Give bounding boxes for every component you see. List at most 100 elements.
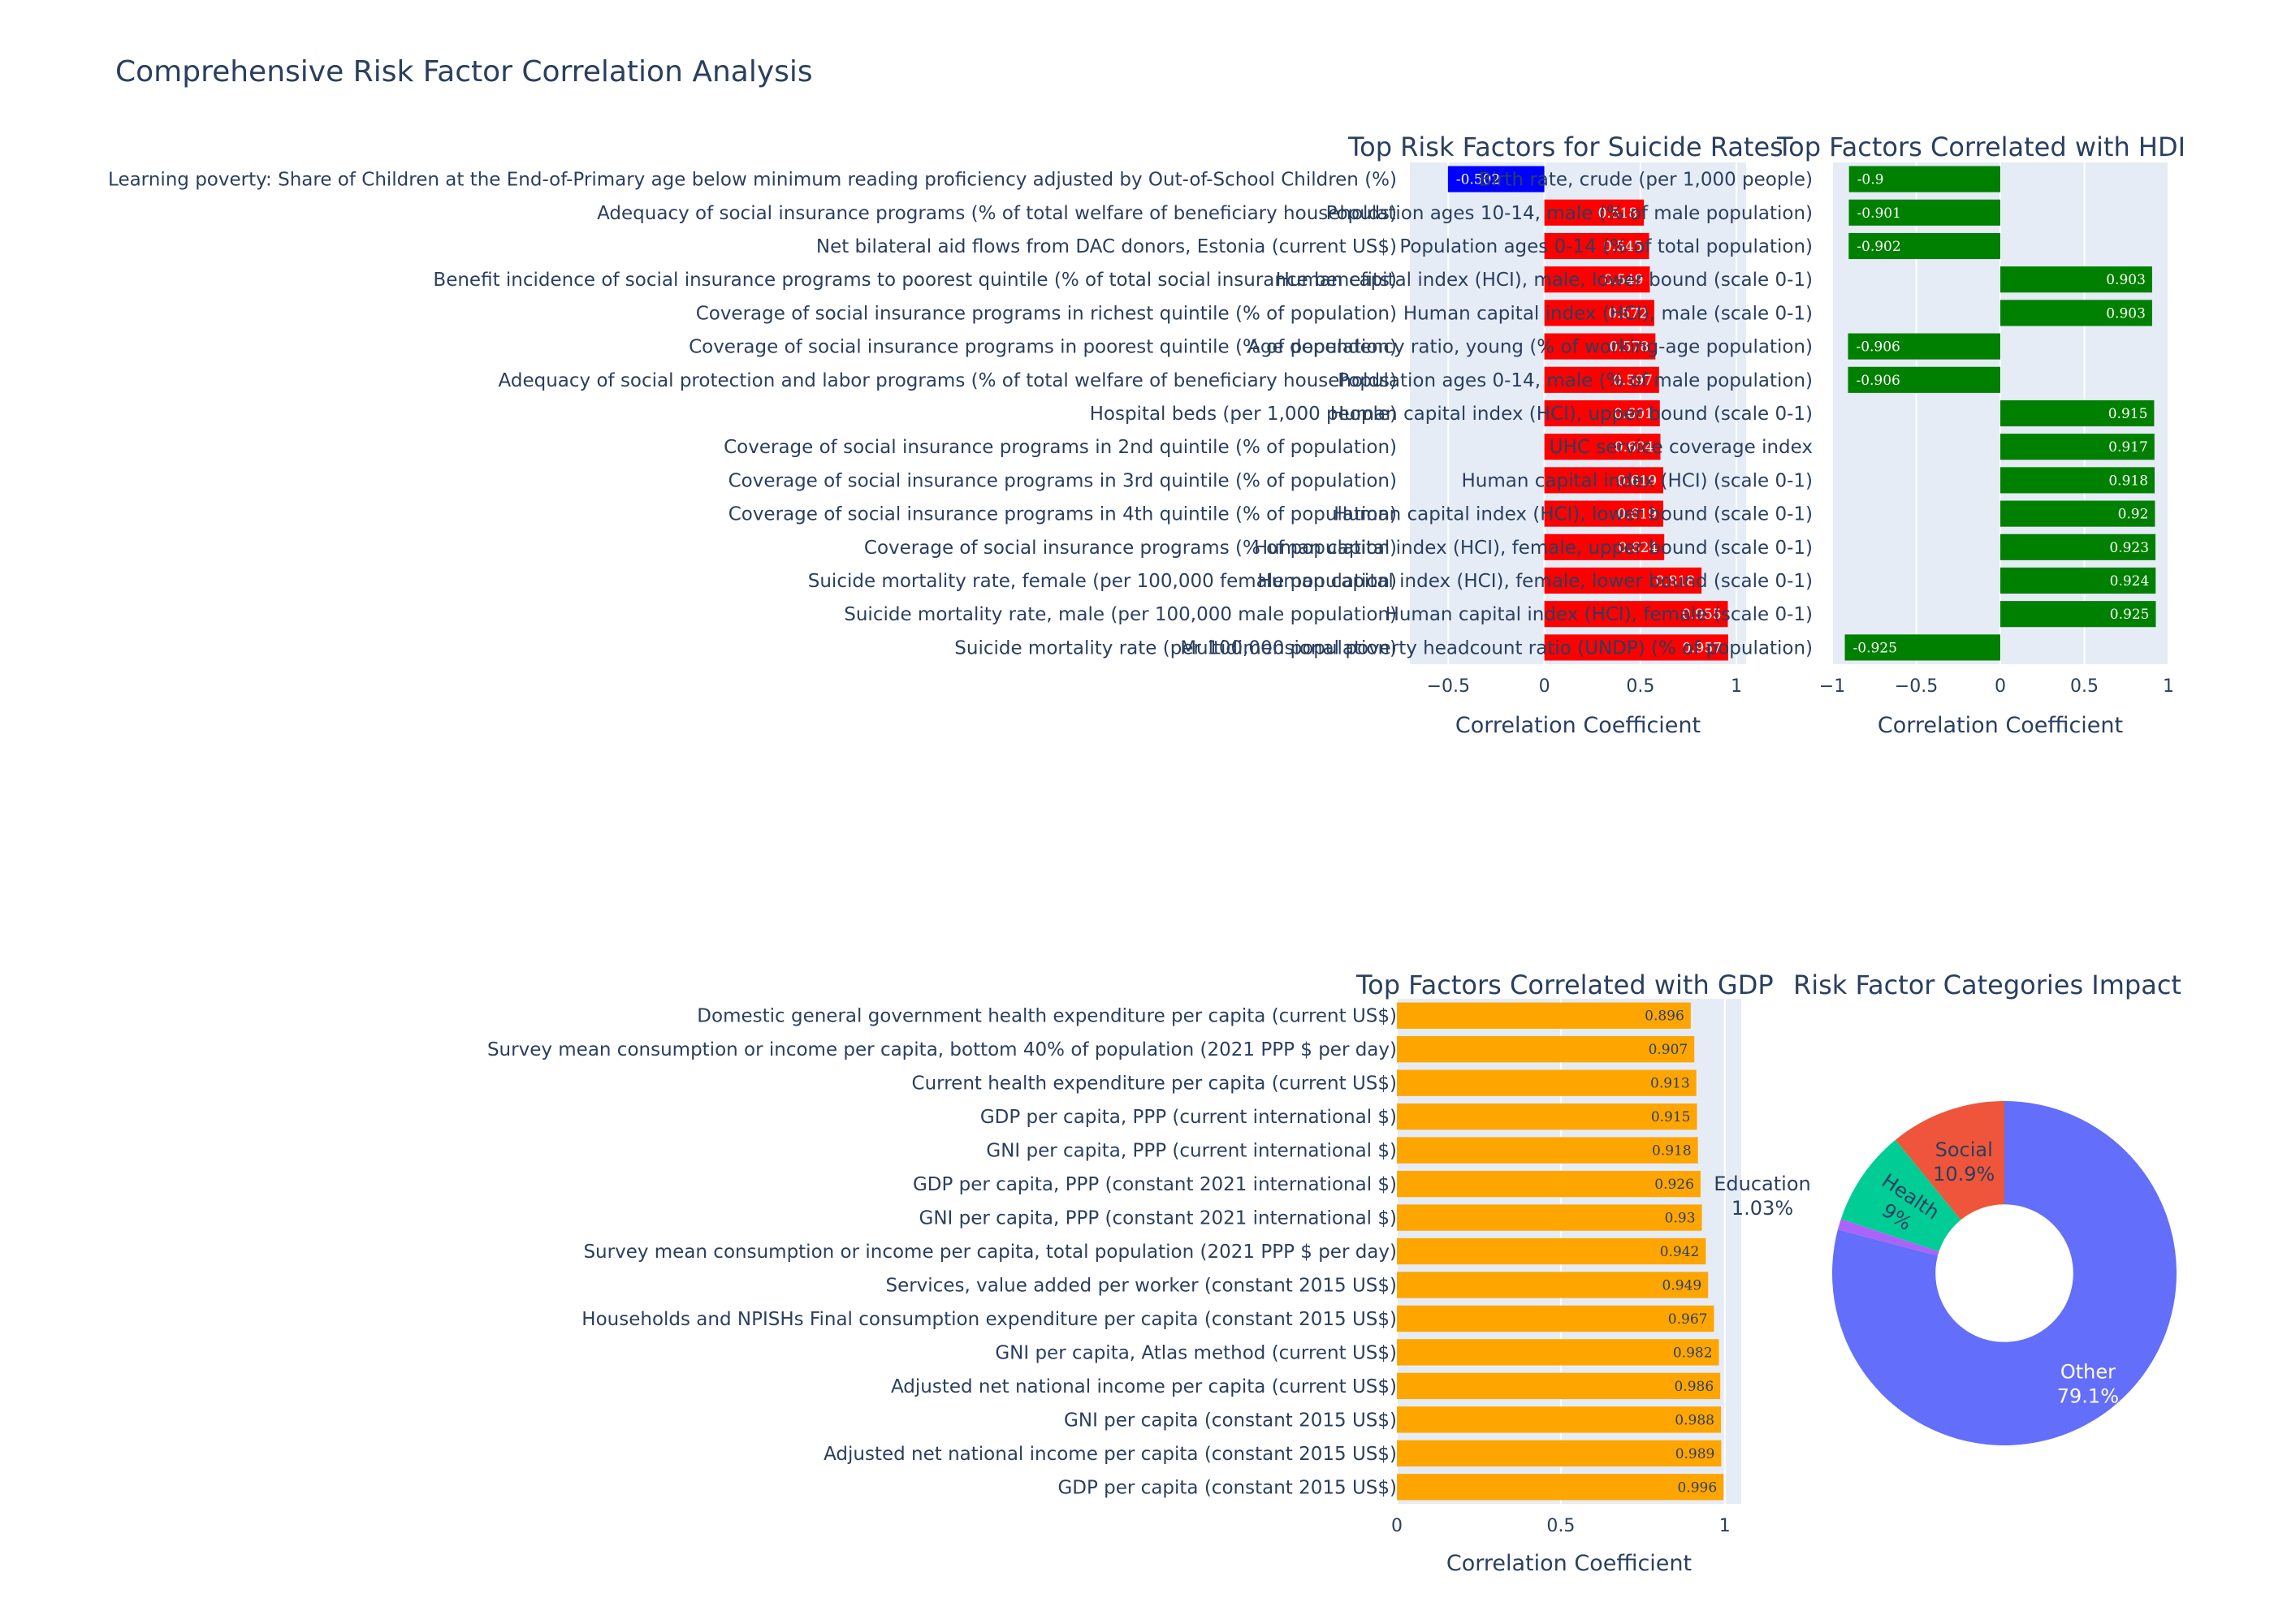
category-label: GNI per capita, Atlas method (current US… (995, 1342, 1397, 1363)
data-label: 0.915 (2108, 406, 2148, 422)
chart-title: Top Risk Factors for Suicide Rates (1347, 132, 1783, 162)
category-label: Benefit incidence of social insurance pr… (433, 270, 1397, 291)
category-label: Population ages 0-14, male (% of male po… (1338, 370, 1813, 391)
category-label: Suicide mortality rate, male (per 100,00… (844, 604, 1397, 625)
bar (1544, 601, 1728, 628)
bar (1397, 1204, 1702, 1231)
slice-percent: 79.1% (2057, 1384, 2119, 1407)
bar (1397, 1170, 1701, 1198)
x-tick-label: −0.5 (1427, 676, 1470, 697)
category-label: Birth rate, crude (per 1,000 people) (1479, 170, 1813, 191)
category-label: Human capital index (HCI), female, lower… (1257, 571, 1813, 592)
suicide-risk-factors-chart: −0.5 0 0.5 1 -0.502 Learning poverty: Share o… (108, 132, 1783, 738)
gdp-factors-chart: 0 0.5 1 0.896 Domestic general government he… (487, 970, 1774, 1576)
category-label: Suicide mortality rate (per 100,000 popu… (954, 637, 1397, 659)
bar (1544, 533, 1665, 560)
bar (1848, 333, 2000, 360)
data-label: -0.906 (1856, 373, 1900, 389)
bar (1397, 1474, 1724, 1501)
bar (1397, 1002, 1691, 1029)
bar (1544, 366, 1659, 393)
data-label: 0.942 (1660, 1244, 1700, 1260)
category-label: GDP per capita, PPP (current internation… (980, 1107, 1397, 1128)
data-label: 0.572 (1608, 305, 1648, 322)
x-axis-title: Correlation Coefficient (1455, 713, 1701, 738)
category-label: GDP per capita, PPP (constant 2021 inter… (913, 1174, 1397, 1195)
x-tick-label: 1 (1731, 676, 1742, 697)
data-label: -0.902 (1857, 239, 1900, 255)
x-tick-label: 0 (1539, 676, 1550, 697)
data-label: -0.502 (1456, 172, 1500, 188)
data-label: 0.918 (1652, 1143, 1692, 1160)
data-label: 0.518 (1597, 205, 1637, 222)
data-label: 0.549 (1604, 272, 1644, 288)
x-tick-label: 0.5 (1626, 676, 1654, 697)
category-label: Hospital beds (per 1,000 people) (1090, 404, 1397, 425)
category-label: Domestic general government health expen… (697, 1006, 1397, 1027)
data-label: 0.597 (1613, 373, 1653, 389)
bar (1848, 232, 2000, 260)
category-label: Human capital index (HCI), male, lower b… (1276, 270, 1813, 291)
data-label: 0.917 (2108, 439, 2148, 456)
bar (2000, 266, 2152, 293)
x-tick-label: −0.5 (1895, 676, 1938, 697)
data-label: 0.986 (1674, 1379, 1714, 1395)
bar (1544, 199, 1645, 226)
bar (1544, 634, 1728, 661)
category-label: GNI per capita, PPP (constant 2021 inter… (919, 1208, 1397, 1229)
data-label: -0.906 (1856, 339, 1900, 356)
data-label: 0.907 (1649, 1042, 1688, 1058)
bar (1397, 1305, 1714, 1332)
bar (2000, 434, 2155, 460)
category-label: Multidimensional poverty headcount ratio… (1180, 637, 1813, 659)
category-label: Human capital index (HCI) (scale 0-1) (1461, 470, 1813, 491)
bar (1544, 333, 1656, 360)
bar (1544, 232, 1649, 260)
bar (2000, 601, 2156, 628)
data-label: 0.578 (1610, 339, 1649, 356)
category-label: Coverage of social insurance programs (%… (864, 538, 1397, 559)
category-label: Adjusted net national income per capita … (824, 1444, 1397, 1465)
bar (2000, 533, 2156, 560)
bar (1397, 1406, 1721, 1433)
category-label: Human capital index (HCI), male (scale 0… (1403, 303, 1813, 324)
bar (2000, 300, 2152, 326)
bar (1544, 467, 1664, 494)
bar (1397, 1440, 1722, 1466)
bar (1848, 166, 2000, 192)
data-label: 0.903 (2106, 272, 2146, 288)
category-label: Survey mean consumption or income per ca… (583, 1242, 1397, 1263)
bar (1544, 500, 1664, 527)
category-label: GNI per capita, PPP (current internation… (986, 1141, 1397, 1162)
data-label: 0.967 (1668, 1311, 1708, 1328)
category-label: Suicide mortality rate, female (per 100,… (808, 571, 1397, 592)
category-label: Services, value added per worker (consta… (885, 1275, 1397, 1296)
x-axis-title: Correlation Coefficient (1446, 1551, 1692, 1576)
bar (1544, 300, 1654, 326)
data-label: -0.9 (1857, 172, 1884, 188)
bar (1397, 1103, 1697, 1130)
bar (1544, 434, 1661, 460)
data-label: 0.949 (1662, 1277, 1702, 1294)
category-label: Current health expenditure per capita (c… (912, 1073, 1397, 1095)
category-label: Learning poverty: Share of Children at t… (108, 170, 1397, 191)
category-label: Human capital index (HCI), female (scale… (1386, 604, 1813, 625)
category-label: Coverage of social insurance programs in… (696, 303, 1397, 324)
bar (1397, 1036, 1695, 1063)
data-label: 0.619 (1617, 473, 1657, 489)
x-tick-label: 0.5 (2070, 676, 2099, 697)
data-label: 0.624 (1619, 540, 1658, 556)
data-label: 0.918 (2108, 473, 2148, 489)
data-label: 0.601 (1614, 406, 1654, 422)
data-label: 0.924 (2110, 573, 2150, 590)
x-tick-label: 0 (1995, 676, 2006, 697)
slice-percent: 1.03% (1731, 1197, 1793, 1220)
data-label: 0.989 (1675, 1446, 1715, 1462)
chart-title: Risk Factor Categories Impact (1793, 970, 2181, 1000)
bar (1544, 567, 1702, 594)
bar (1848, 199, 2000, 226)
bar (1397, 1069, 1697, 1096)
data-label: 0.955 (1682, 607, 1722, 623)
